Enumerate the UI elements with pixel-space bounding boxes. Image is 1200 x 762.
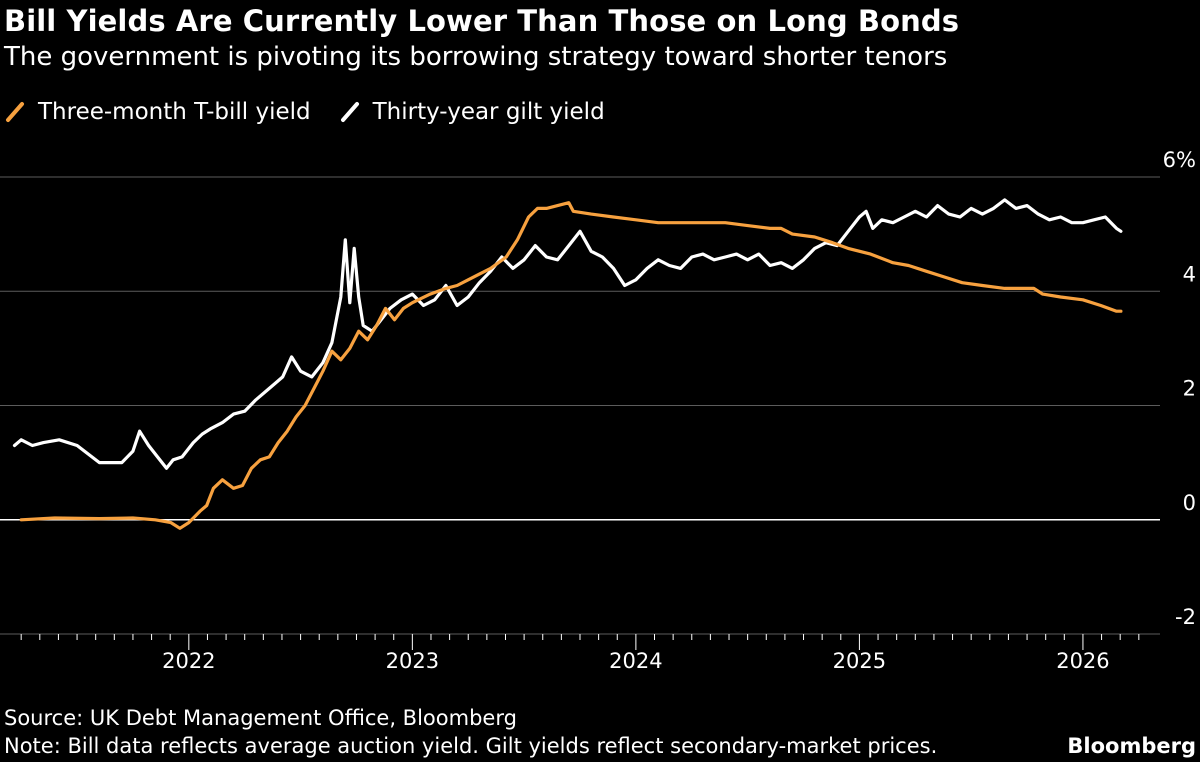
legend-label-gilt: Thirty-year gilt yield (372, 99, 605, 125)
x-tick-label: 2025 (833, 649, 886, 673)
tick-labels: 6% 4 2 0 -2 2022 2023 2024 2025 2026 (162, 148, 1196, 673)
y-tick-label: 4 (1183, 262, 1196, 286)
grid-lines (0, 176, 1160, 635)
tbill-legend-swatch-icon (6, 102, 24, 122)
y-tick-label: -2 (1175, 605, 1196, 629)
bloomberg-logo: Bloomberg (1067, 734, 1196, 758)
chart-subtitle: The government is pivoting its borrowing… (4, 42, 948, 72)
tbill-yield-line (19, 201, 1123, 530)
x-tick-label: 2024 (609, 649, 662, 673)
legend-item-gilt: Thirty-year gilt yield (339, 99, 605, 125)
x-tick-label: 2022 (162, 649, 215, 673)
x-axis (20, 634, 1140, 650)
y-tick-label: 2 (1183, 377, 1196, 401)
legend-item-tbill: Three-month T-bill yield (4, 99, 311, 125)
y-tick-label: 6% (1163, 148, 1196, 172)
gilt-legend-swatch-icon (340, 102, 359, 122)
legend: Three-month T-bill yield Thirty-year gil… (4, 96, 633, 128)
y-tick-label: 0 (1183, 491, 1196, 515)
x-tick-label: 2026 (1056, 649, 1109, 673)
footnote: Note: Bill data reflects average auction… (4, 734, 938, 758)
legend-label-tbill: Three-month T-bill yield (38, 99, 311, 125)
gilt-yield-line (12, 198, 1123, 470)
series-lines (12, 198, 1123, 530)
x-tick-label: 2023 (386, 649, 439, 673)
chart-title: Bill Yields Are Currently Lower Than Tho… (4, 4, 960, 38)
source-note: Source: UK Debt Management Office, Bloom… (4, 706, 517, 730)
